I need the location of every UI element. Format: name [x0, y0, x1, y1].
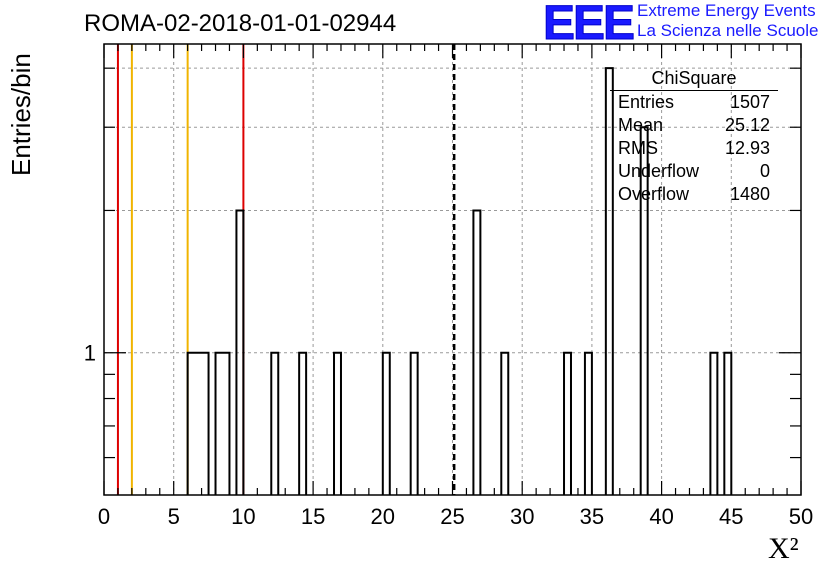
x-tick-label: 15: [301, 504, 325, 529]
logo-line-2: La Scienza nelle Scuole: [637, 21, 819, 40]
histogram-bar: [604, 67, 614, 495]
histogram-bar: [298, 351, 308, 495]
stats-value: 1480: [729, 184, 770, 204]
x-tick-label: 20: [371, 504, 395, 529]
histogram-bar: [333, 351, 342, 495]
histogram-bar: [214, 351, 231, 495]
stats-label: Entries: [618, 92, 675, 112]
x-tick-label: 50: [789, 504, 813, 529]
histogram-bar: [709, 351, 719, 495]
stats-row-rms: RMS 12.93: [610, 137, 778, 160]
x-tick-label: 5: [168, 504, 180, 529]
x-tick-label: 35: [580, 504, 604, 529]
x-tick-label: 30: [510, 504, 534, 529]
stats-label: Underflow: [618, 161, 700, 181]
histogram-bar: [472, 209, 482, 495]
chart-title: ROMA-02-2018-01-01-02944: [84, 10, 397, 37]
histogram-bar: [563, 351, 572, 495]
histogram-bar: [409, 351, 419, 495]
stats-row-overflow: Overflow 1480: [610, 183, 778, 206]
stats-value: 0: [759, 161, 770, 181]
stats-row-mean: Mean 25.12: [610, 114, 778, 137]
logo-line-1: Extreme Energy Events: [637, 1, 816, 20]
histogram-bar: [186, 351, 210, 495]
eee-logo: EEE: [542, 0, 635, 50]
histogram-bar: [235, 209, 245, 495]
histogram-bar: [639, 126, 649, 495]
histogram-bar: [583, 351, 593, 495]
histogram-bar: [723, 351, 733, 495]
stats-title: ChiSquare: [610, 66, 778, 91]
stats-value: 12.93: [724, 138, 770, 158]
x-tick-label: 45: [719, 504, 743, 529]
x-tick-label: 40: [649, 504, 673, 529]
stats-row-underflow: Underflow 0: [610, 160, 778, 183]
histogram-bar: [500, 351, 510, 495]
stats-row-entries: Entries 1507: [610, 91, 778, 114]
stats-label: Overflow: [618, 184, 690, 204]
y-tick-label: 1: [84, 341, 96, 366]
stats-value: 25.12: [724, 115, 770, 135]
stats-label: Mean: [618, 115, 664, 135]
x-tick-label: 0: [98, 504, 110, 529]
stats-value: 1507: [729, 92, 770, 112]
stats-box: ChiSquare Entries 1507 Mean 25.12 RMS 12…: [610, 66, 778, 206]
histogram-bar: [270, 351, 280, 495]
stats-label: RMS: [618, 138, 658, 158]
histogram-bar: [381, 351, 391, 495]
x-axis-label: X²: [768, 532, 799, 565]
x-tick-label: 10: [231, 504, 255, 529]
x-tick-label: 25: [440, 504, 464, 529]
